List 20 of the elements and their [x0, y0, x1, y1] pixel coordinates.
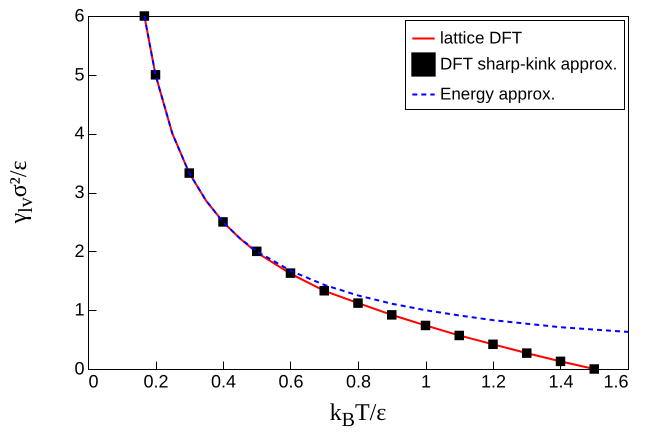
legend-label: Energy approx.	[440, 84, 556, 104]
x-tick-label: 1.4	[548, 372, 574, 392]
legend-label: lattice DFT	[440, 28, 522, 48]
y-tick-label: 1	[74, 300, 84, 320]
y-tick-label: 3	[74, 182, 84, 202]
y-tick-label: 2	[74, 240, 84, 261]
y-tick-label: 4	[74, 123, 84, 144]
x-tick-label: 0.8	[346, 372, 372, 392]
x-tick-label: 1	[420, 372, 432, 392]
x-tick-label: 1.2	[480, 372, 506, 392]
x-tick-label: 0.2	[143, 372, 169, 392]
x-tick-label: 0.4	[210, 372, 236, 392]
y-tick-label: 0	[74, 358, 84, 378]
x-tick-label: 1.6	[603, 372, 628, 392]
y-tick-label: 5	[74, 64, 84, 84]
x-tick-label: 0.6	[278, 372, 304, 392]
x-axis-title: k$_{B}$T/ε	[328, 400, 388, 432]
x-tick-label: 0	[88, 372, 99, 392]
y-tick-label: 6	[74, 6, 84, 26]
legend-label: DFT sharp-kink approx.	[440, 54, 618, 74]
